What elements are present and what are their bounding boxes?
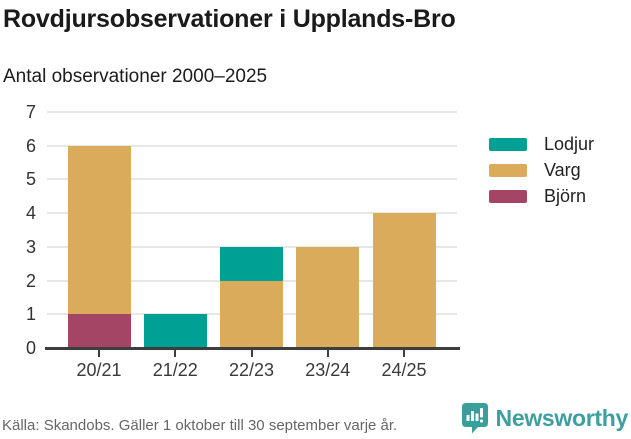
y-tick-label: 4 xyxy=(25,203,36,224)
x-tick xyxy=(326,350,329,357)
x-tick-label: 22/23 xyxy=(228,360,275,380)
source-note: Källa: Skandobs. Gäller 1 oktober till 3… xyxy=(2,417,398,434)
legend-label: Varg xyxy=(544,159,581,180)
legend-swatch xyxy=(489,163,527,177)
x-tick xyxy=(174,350,177,357)
page-title: Rovdjursobservationer i Upplands-Bro xyxy=(3,5,456,33)
bar-segment xyxy=(67,145,131,315)
x-tick xyxy=(403,350,405,357)
legend-label: Lodjur xyxy=(544,133,595,154)
x-tick-label: 20/21 xyxy=(76,360,122,380)
y-tick-label: 2 xyxy=(25,270,36,291)
y-tick-label: 1 xyxy=(25,304,36,325)
x-tick-label: 21/22 xyxy=(152,360,198,380)
bar-segment xyxy=(372,213,436,348)
x-tick xyxy=(98,350,100,357)
bar-segment xyxy=(220,246,283,281)
gridline xyxy=(47,144,457,147)
x-axis-line xyxy=(45,347,460,350)
gridline xyxy=(47,212,457,215)
x-tick xyxy=(250,350,253,357)
y-tick-label: 0 xyxy=(25,338,36,358)
gridline xyxy=(47,111,457,113)
chart-subtitle: Antal observationer 2000–2025 xyxy=(3,66,268,87)
bar-segment xyxy=(296,246,360,348)
y-tick-label: 3 xyxy=(25,236,36,257)
bar-segment xyxy=(143,314,207,348)
y-axis-labels: 0 1 2 3 4 5 6 7 xyxy=(0,0,36,439)
legend-item: Björn xyxy=(489,183,594,209)
bar-segment xyxy=(67,314,131,348)
gridline xyxy=(47,178,457,181)
bar-segment xyxy=(220,280,283,348)
y-tick-label: 5 xyxy=(25,169,36,190)
y-tick-label: 7 xyxy=(25,102,36,122)
legend: Lodjur Varg Björn xyxy=(489,131,594,209)
legend-label: Björn xyxy=(544,185,587,206)
legend-swatch xyxy=(489,137,527,151)
y-tick-label: 6 xyxy=(25,135,36,156)
newsworthy-wordmark: Newsworthy xyxy=(495,405,629,431)
x-tick-label: 24/25 xyxy=(381,360,427,380)
newsworthy-icon xyxy=(461,403,488,434)
legend-item: Varg xyxy=(489,157,594,183)
legend-swatch xyxy=(489,189,527,203)
newsworthy-logo: Newsworthy xyxy=(461,402,628,435)
plot-area xyxy=(45,111,460,357)
gridline xyxy=(47,245,457,248)
legend-item: Lodjur xyxy=(489,131,594,157)
x-tick-label: 23/24 xyxy=(305,360,351,380)
